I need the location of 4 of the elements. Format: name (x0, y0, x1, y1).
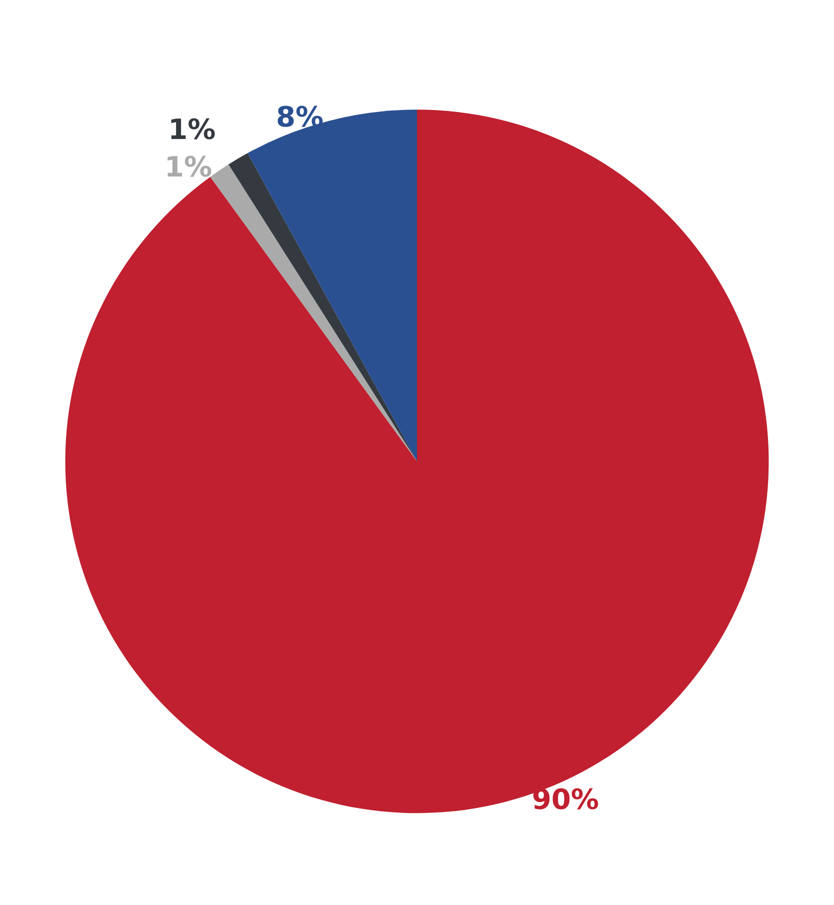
data-label: 8% (276, 100, 324, 134)
data-label: 1% (164, 150, 212, 184)
data-label: 90% (532, 783, 599, 816)
data-label: 1% (168, 112, 216, 146)
